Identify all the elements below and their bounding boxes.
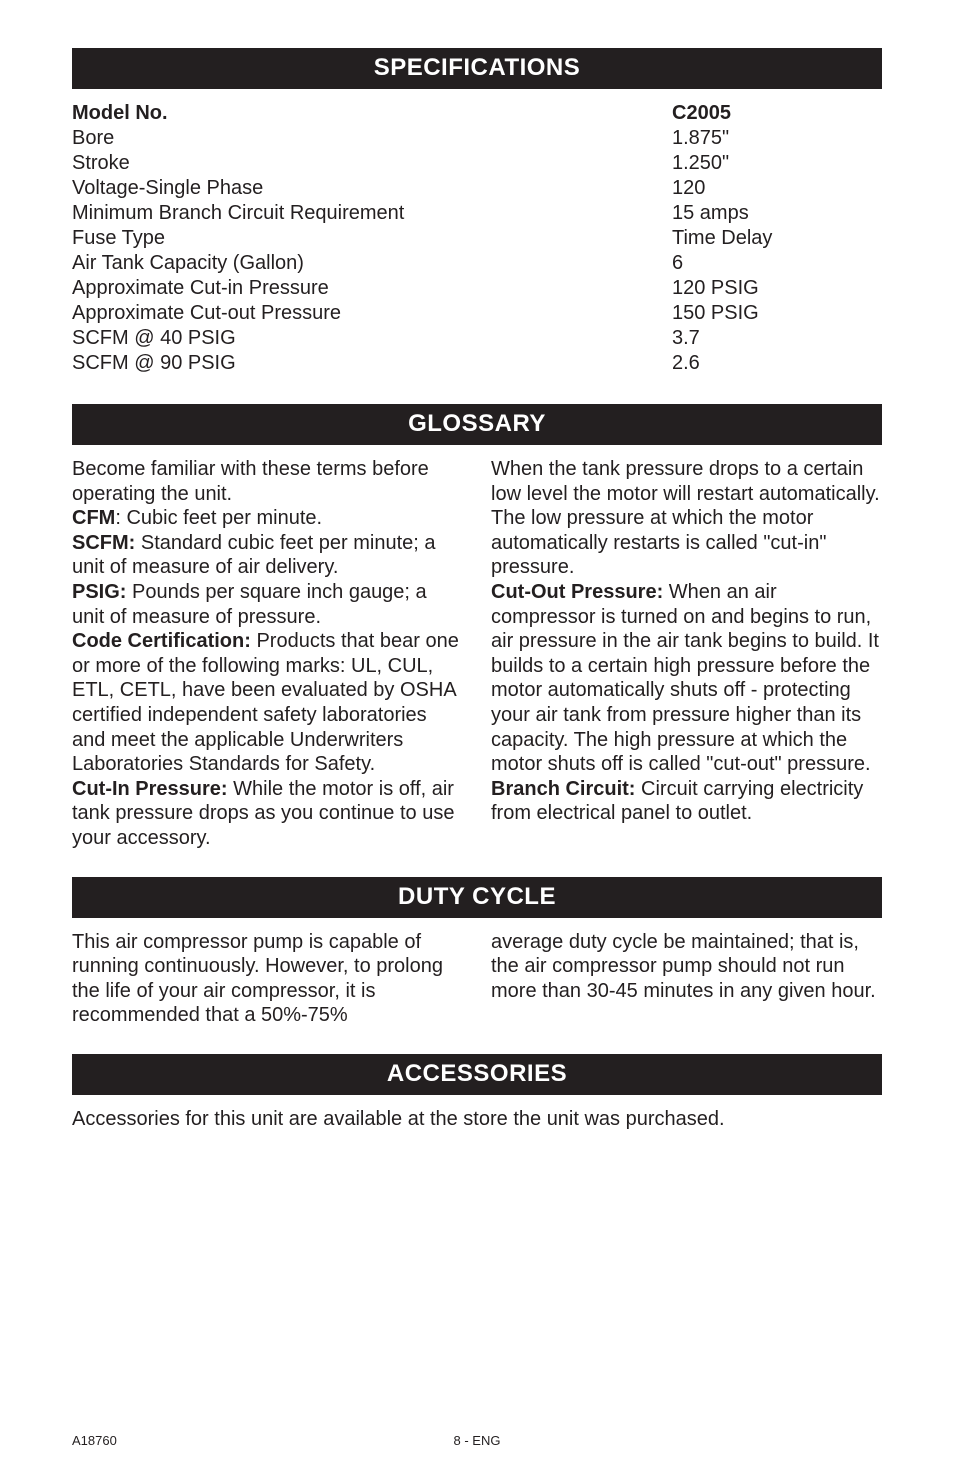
cutin-label: Cut-In Pressure: [72, 778, 228, 800]
spec-label: Stroke [72, 151, 672, 176]
glossary-cutin: Cut-In Pressure: While the motor is off,… [72, 777, 463, 851]
spec-label: Approximate Cut-in Pressure [72, 276, 672, 301]
spec-label: Model No. [72, 101, 672, 126]
branch-label: Branch Circuit: [491, 778, 635, 800]
spec-label: Fuse Type [72, 226, 672, 251]
duty-cycle-left: This air compressor pump is capable of r… [72, 930, 463, 1028]
footer-page-number: 8 - ENG [454, 1433, 501, 1448]
specs-labels-col: Model No. Bore Stroke Voltage-Single Pha… [72, 101, 672, 376]
spec-label: Air Tank Capacity (Gallon) [72, 251, 672, 276]
spec-value: 1.875" [672, 126, 882, 151]
cfm-text: : Cubic feet per minute. [115, 507, 322, 529]
glossary-cfm: CFM: Cubic feet per minute. [72, 506, 463, 531]
spec-value: 120 [672, 176, 882, 201]
duty-cycle-body: This air compressor pump is capable of r… [72, 930, 882, 1028]
glossary-body: Become familiar with these terms before … [72, 457, 882, 851]
glossary-cutout: Cut-Out Pressure: When an air compressor… [491, 580, 882, 777]
psig-text: Pounds per square inch gauge; a unit of … [72, 581, 427, 628]
accessories-text: Accessories for this unit are available … [72, 1107, 882, 1132]
glossary-psig: PSIG: Pounds per square inch gauge; a un… [72, 580, 463, 629]
spec-label: Voltage-Single Phase [72, 176, 672, 201]
glossary-right-col: When the tank pressure drops to a certai… [491, 457, 882, 851]
psig-label: PSIG: [72, 581, 126, 603]
glossary-intro: Become familiar with these terms before … [72, 457, 463, 506]
spec-value: 2.6 [672, 351, 882, 376]
spec-value: 6 [672, 251, 882, 276]
glossary-cutin-cont: When the tank pressure drops to a certai… [491, 457, 882, 580]
spec-label: Minimum Branch Circuit Requirement [72, 201, 672, 226]
spec-value: 15 amps [672, 201, 882, 226]
scfm-label: SCFM: [72, 532, 135, 554]
spec-value: C2005 [672, 101, 882, 126]
spec-label: Bore [72, 126, 672, 151]
glossary-header: GLOSSARY [72, 404, 882, 445]
spec-label: SCFM @ 40 PSIG [72, 326, 672, 351]
duty-cycle-header: DUTY CYCLE [72, 877, 882, 918]
spec-value: 1.250" [672, 151, 882, 176]
glossary-branch: Branch Circuit: Circuit carrying electri… [491, 777, 882, 826]
cfm-label: CFM [72, 507, 115, 529]
glossary-code: Code Certification: Products that bear o… [72, 629, 463, 777]
duty-cycle-right: average duty cycle be maintained; that i… [491, 930, 882, 1028]
accessories-header: ACCESSORIES [72, 1054, 882, 1095]
glossary-left-col: Become familiar with these terms before … [72, 457, 463, 851]
cutout-label: Cut-Out Pressure: [491, 581, 663, 603]
spec-value: 120 PSIG [672, 276, 882, 301]
spec-label: Approximate Cut-out Pressure [72, 301, 672, 326]
specifications-table: Model No. Bore Stroke Voltage-Single Pha… [72, 101, 882, 376]
spec-value: 3.7 [672, 326, 882, 351]
specifications-header: SPECIFICATIONS [72, 48, 882, 89]
cutout-text: When an air compressor is turned on and … [491, 581, 879, 775]
specs-values-col: C2005 1.875" 1.250" 120 15 amps Time Del… [672, 101, 882, 376]
code-label: Code Certification: [72, 630, 251, 652]
footer-doc-id: A18760 [72, 1433, 117, 1448]
spec-value: Time Delay [672, 226, 882, 251]
spec-value: 150 PSIG [672, 301, 882, 326]
spec-label: SCFM @ 90 PSIG [72, 351, 672, 376]
glossary-scfm: SCFM: Standard cubic feet per minute; a … [72, 531, 463, 580]
